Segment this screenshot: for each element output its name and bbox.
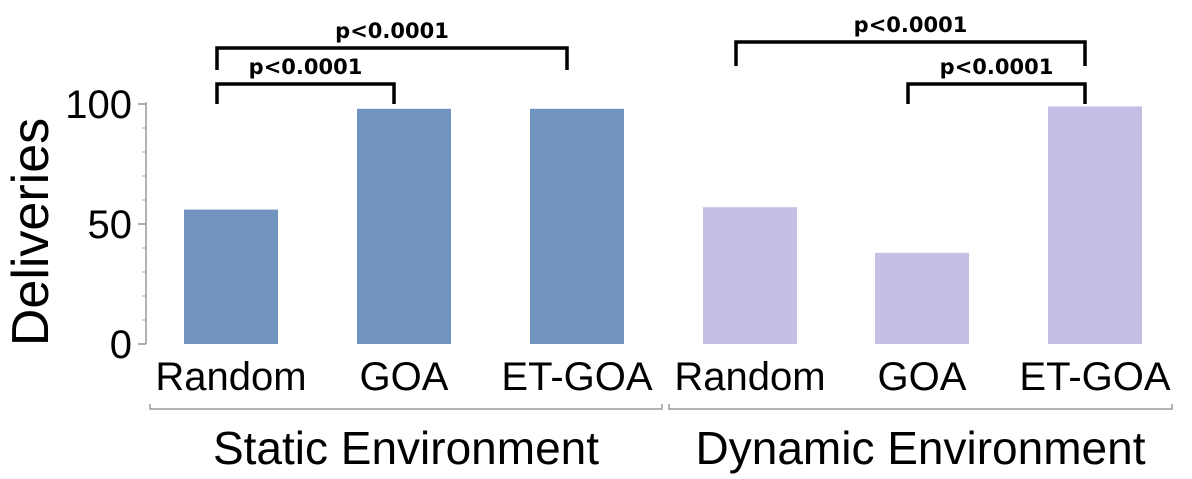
category-label: Random <box>155 355 306 399</box>
significance-brackets: p<0.0001 p<0.0001 p<0.0001 p<0.0001 <box>215 13 1087 104</box>
y-axis-title: Deliveries <box>2 118 60 346</box>
bar-goa <box>357 108 451 344</box>
y-tick-label: 0 <box>110 323 132 367</box>
y-tick-label: 50 <box>88 203 133 247</box>
bar-random <box>184 209 278 344</box>
significance-label: p<0.0001 <box>249 55 363 79</box>
group-label: Static Environment <box>213 422 599 474</box>
axes: 0 50 100 <box>65 83 147 367</box>
y-tick-label: 100 <box>65 83 132 127</box>
group-axis-bracket <box>149 404 663 410</box>
group-axis-bracket <box>668 404 1173 410</box>
category-label: Random <box>674 355 825 399</box>
bar-goa <box>875 252 969 344</box>
significance-label: p<0.0001 <box>854 13 968 37</box>
group-label: Dynamic Environment <box>696 422 1146 474</box>
bar-et-goa <box>1048 106 1142 345</box>
significance-label: p<0.0001 <box>940 55 1054 79</box>
category-label: GOA <box>878 355 967 399</box>
category-label: ET-GOA <box>501 355 652 399</box>
category-label: ET-GOA <box>1019 355 1170 399</box>
significance-bracket <box>734 40 1087 66</box>
category-label: GOA <box>360 355 449 399</box>
significance-bracket <box>906 82 1087 104</box>
significance-bracket <box>215 82 396 104</box>
significance-bracket <box>215 46 569 70</box>
category-labels: Random GOA ET-GOA Static Environment Random G… <box>149 355 1173 474</box>
bar-et-goa <box>530 108 624 344</box>
bar-random <box>703 207 797 344</box>
bars <box>184 106 1142 345</box>
significance-label: p<0.0001 <box>335 19 449 43</box>
